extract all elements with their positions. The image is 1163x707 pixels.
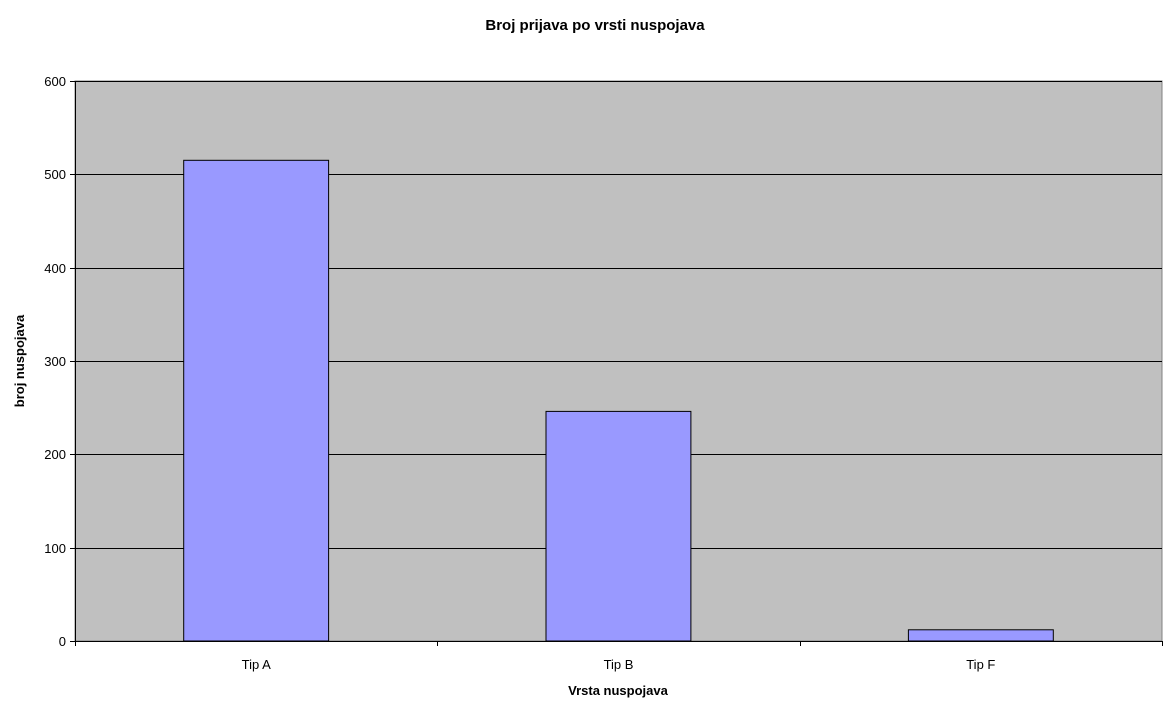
x-tick-label: Tip F	[966, 657, 995, 672]
bar-tip-f	[907, 629, 1054, 642]
y-tick-label: 0	[59, 634, 66, 649]
bar-tip-b	[545, 410, 692, 642]
x-axis-title: Vrsta nuspojava	[568, 683, 668, 698]
bar-tip-a	[183, 159, 330, 642]
y-axis-title: broj nuspojava	[12, 314, 27, 407]
chart-title: Broj prijava po vrsti nuspojava	[485, 17, 705, 34]
y-tick-label: 200	[44, 447, 66, 462]
x-tick-label: Tip B	[604, 657, 634, 672]
y-tick-label: 300	[44, 354, 66, 369]
x-tick-label: Tip A	[242, 657, 271, 672]
plot-area: 0 100 200 300 400 500 600 Tip A Tip B Tip F	[44, 74, 1163, 672]
y-tick-label: 600	[44, 74, 66, 89]
y-tick-label: 100	[44, 541, 66, 556]
y-tick-label: 400	[44, 261, 66, 276]
y-tick-label: 500	[44, 167, 66, 182]
